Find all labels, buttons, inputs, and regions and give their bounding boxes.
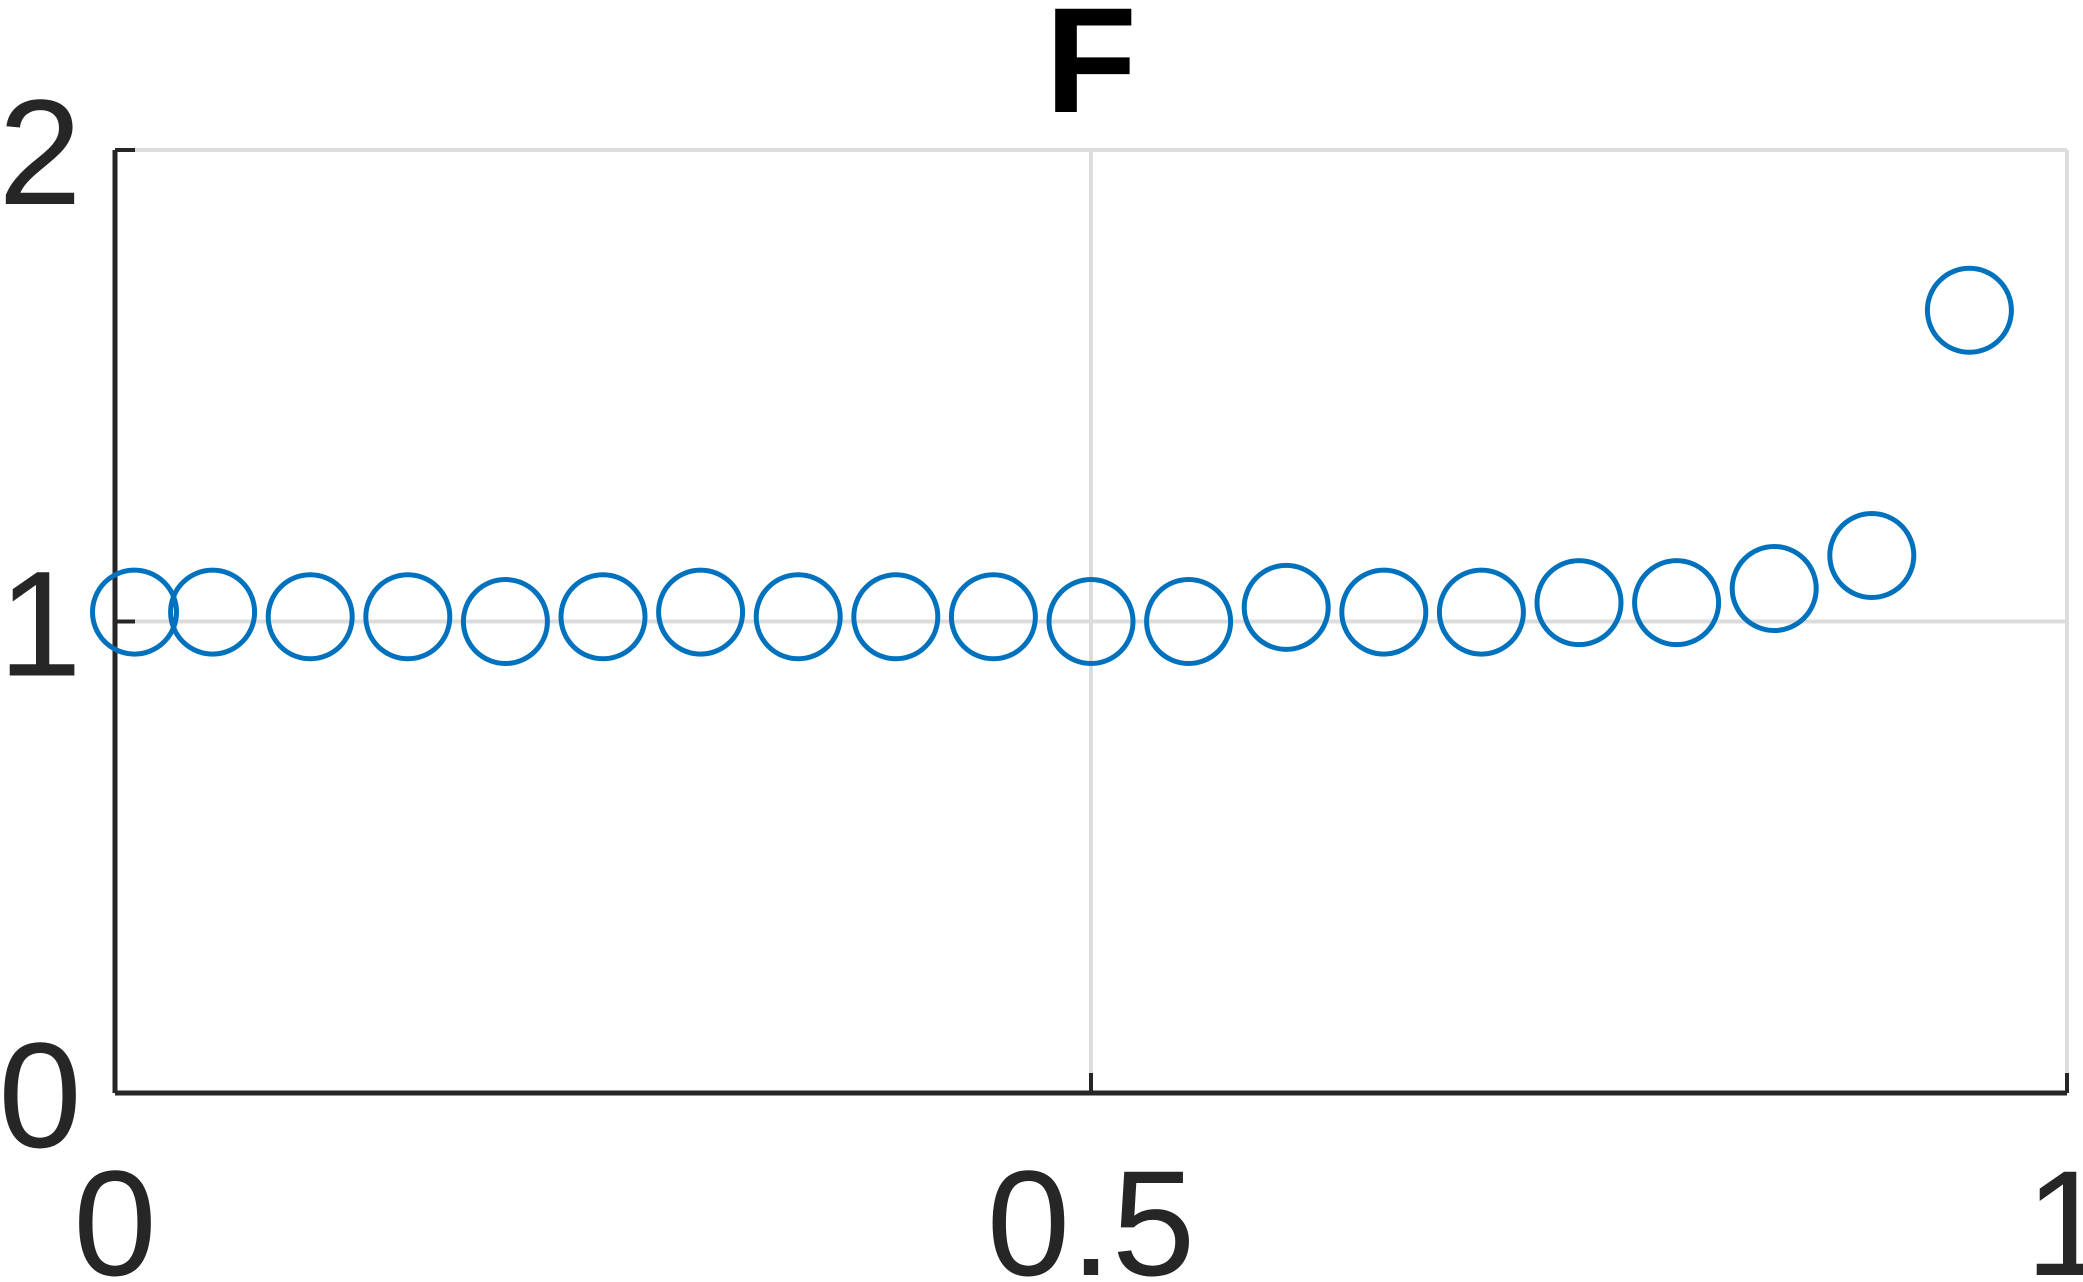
data-point-0-7 [753,572,843,662]
data-point-0-13 [1339,567,1429,657]
data-point-0-11 [1144,577,1234,666]
data-point-0-4 [460,577,550,666]
x-tick-label-2: 1 [2025,1139,2083,1282]
data-point-0-16 [1632,558,1722,648]
data-point-0-14 [1436,567,1526,657]
data-point-0-10 [1046,577,1136,666]
data-point-0-9 [948,572,1038,662]
chart-title: F [1045,0,1137,144]
data-point-0-3 [363,572,453,662]
grid-layer [113,148,2069,1095]
data-point-0-12 [1241,562,1331,652]
data-point-0-1 [168,567,258,657]
data-point-0-19 [1924,265,2014,355]
y-tick-label-2: 2 [0,68,82,236]
ticks-layer: 0 0.5 1 0 1 2 [0,68,2083,1282]
data-point-0-17 [1729,543,1819,633]
data-points [90,265,2014,666]
x-tick-label-1: 0.5 [987,1139,1196,1282]
data-point-0-6 [656,567,746,657]
data-point-0-15 [1534,558,1624,648]
y-tick-label-0: 0 [0,1011,82,1179]
data-point-0-5 [558,572,648,662]
y-tick-label-1: 1 [0,540,82,708]
x-tick-label-0: 0 [73,1139,156,1282]
data-point-0-8 [851,572,941,662]
data-point-0-18 [1827,510,1917,600]
data-point-0-2 [265,572,355,662]
data-point-0-0 [90,567,180,657]
